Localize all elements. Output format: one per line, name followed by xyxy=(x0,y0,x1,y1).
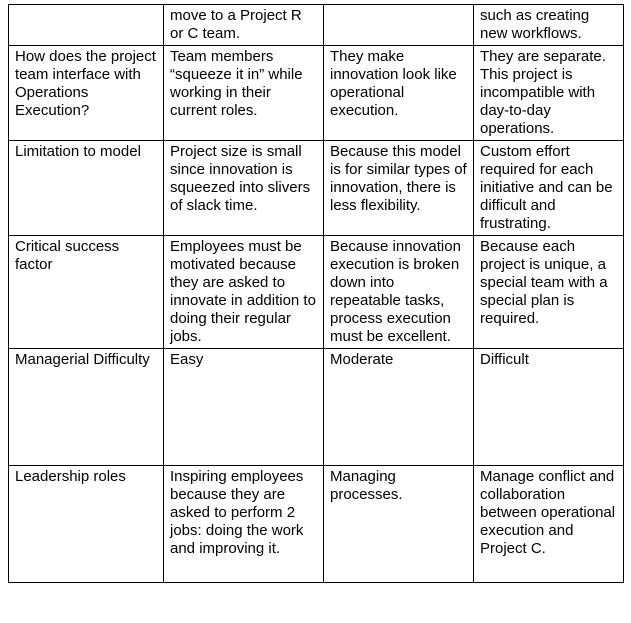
table-body: move to a Project R or C team. such as cr… xyxy=(9,5,624,583)
table-cell: Managing processes. xyxy=(324,466,474,583)
table-cell: Employees must be motivated because they… xyxy=(164,236,324,349)
table-cell: Because each project is unique, a specia… xyxy=(474,236,624,349)
row-label-cell: Managerial Difficulty xyxy=(9,349,164,466)
table-cell: Custom effort required for each initiati… xyxy=(474,141,624,236)
table-cell: move to a Project R or C team. xyxy=(164,5,324,46)
table-cell: Manage conflict and collaboration betwee… xyxy=(474,466,624,583)
table-cell xyxy=(324,5,474,46)
table-cell: They make innovation look like operation… xyxy=(324,46,474,141)
table-row: move to a Project R or C team. such as cr… xyxy=(9,5,624,46)
table-cell: Project size is small since innovation i… xyxy=(164,141,324,236)
table-cell: Difficult xyxy=(474,349,624,466)
table-cell: Inspiring employees because they are ask… xyxy=(164,466,324,583)
table-cell: They are separate. This project is incom… xyxy=(474,46,624,141)
table-row: How does the project team interface with… xyxy=(9,46,624,141)
row-label-cell: How does the project team interface with… xyxy=(9,46,164,141)
table-cell: Because innovation execution is broken d… xyxy=(324,236,474,349)
row-label-cell: Critical success factor xyxy=(9,236,164,349)
table-cell: Because this model is for similar types … xyxy=(324,141,474,236)
table-row: Leadership rolesInspiring employees beca… xyxy=(9,466,624,583)
row-label-cell xyxy=(9,5,164,46)
page: move to a Project R or C team. such as cr… xyxy=(0,0,631,623)
table-cell: Easy xyxy=(164,349,324,466)
comparison-table: move to a Project R or C team. such as cr… xyxy=(8,4,624,583)
table-row: Limitation to modelProject size is small… xyxy=(9,141,624,236)
table-cell: Moderate xyxy=(324,349,474,466)
table-cell: Team members “squeeze it in” while worki… xyxy=(164,46,324,141)
table-row: Critical success factorEmployees must be… xyxy=(9,236,624,349)
table-cell: such as creating new workflows. xyxy=(474,5,624,46)
row-label-cell: Leadership roles xyxy=(9,466,164,583)
table-row: Managerial DifficultyEasyModerateDifficu… xyxy=(9,349,624,466)
row-label-cell: Limitation to model xyxy=(9,141,164,236)
